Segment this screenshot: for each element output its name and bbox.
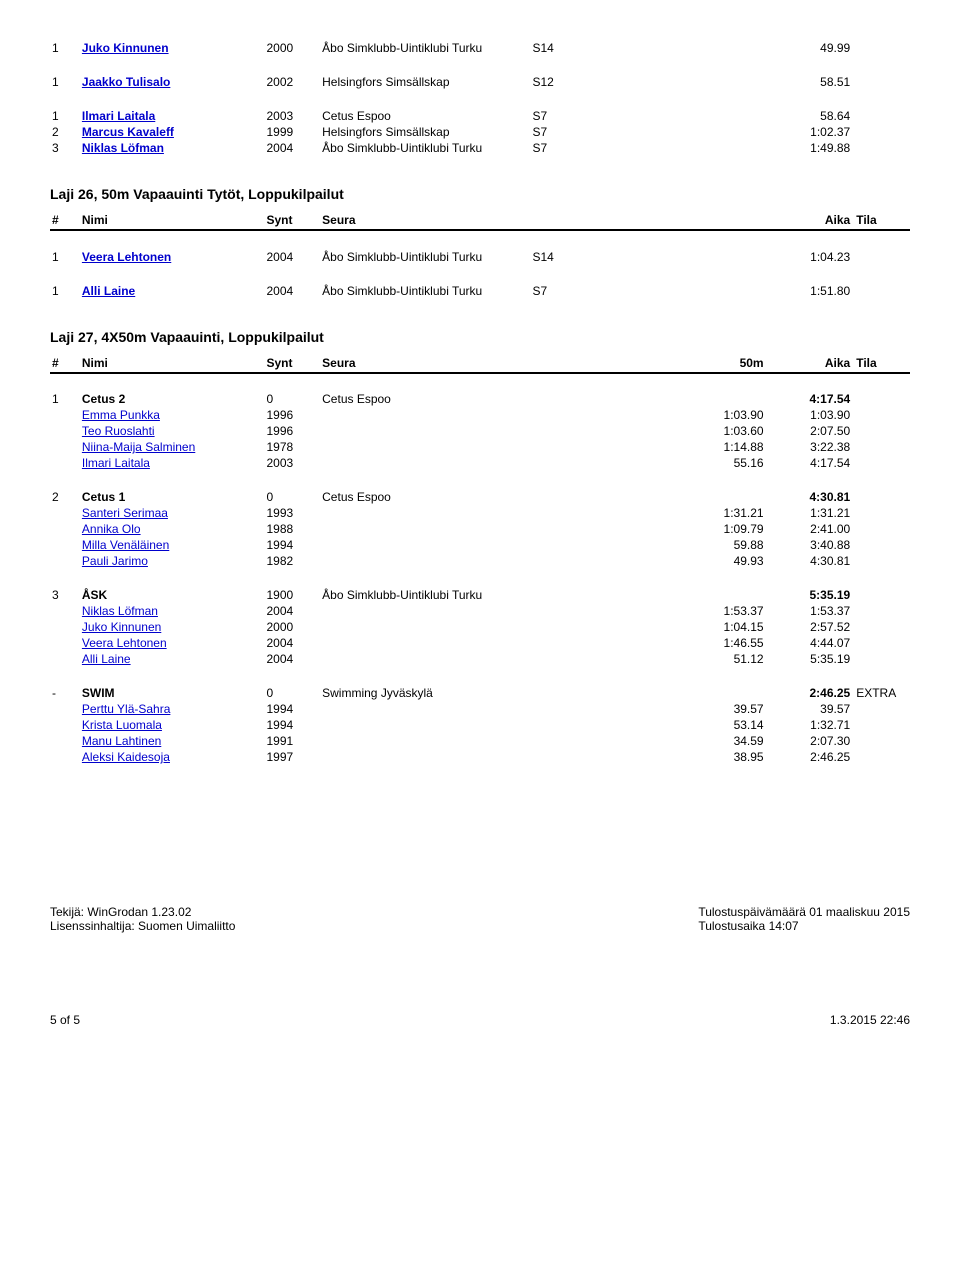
athlete-link[interactable]: Aleksi Kaidesoja: [82, 750, 170, 764]
athlete-link[interactable]: Teo Ruoslahti: [82, 424, 155, 438]
relay-member-row: Emma Punkka19961:03.901:03.90: [50, 407, 910, 423]
athlete-link[interactable]: Niklas Löfman: [82, 141, 164, 155]
page-timestamp: 1.3.2015 22:46: [830, 1013, 910, 1027]
result-row: 1Veera Lehtonen2004Åbo Simklubb-Uintiklu…: [50, 249, 910, 265]
athlete-link[interactable]: Perttu Ylä-Sahra: [82, 702, 171, 716]
page-bottom: 5 of 5 1.3.2015 22:46: [50, 1013, 910, 1027]
relay-team-row: 2Cetus 10Cetus Espoo4:30.81: [50, 489, 910, 505]
table-header: #NimiSyntSeura50mAikaTila: [50, 355, 910, 373]
relay-member-row: Krista Luomala199453.141:32.71: [50, 717, 910, 733]
section3-title: Laji 27, 4X50m Vapaauinti, Loppukilpailu…: [50, 329, 910, 345]
relay-team-row: -SWIM0Swimming Jyväskylä2:46.25EXTRA: [50, 685, 910, 701]
relay-member-row: Juko Kinnunen20001:04.152:57.52: [50, 619, 910, 635]
relay-member-row: Aleksi Kaidesoja199738.952:46.25: [50, 749, 910, 765]
athlete-link[interactable]: Annika Olo: [82, 522, 141, 536]
section2-table: #NimiSyntSeuraAikaTila 1Veera Lehtonen200…: [50, 212, 910, 299]
athlete-link[interactable]: Marcus Kavaleff: [82, 125, 174, 139]
relay-member-row: Alli Laine200451.125:35.19: [50, 651, 910, 667]
relay-team-row: 1Cetus 20Cetus Espoo4:17.54: [50, 391, 910, 407]
athlete-link[interactable]: Veera Lehtonen: [82, 250, 171, 264]
athlete-link[interactable]: Niklas Löfman: [82, 604, 158, 618]
relay-member-row: Annika Olo19881:09.792:41.00: [50, 521, 910, 537]
relay-member-row: Teo Ruoslahti19961:03.602:07.50: [50, 423, 910, 439]
athlete-link[interactable]: Alli Laine: [82, 652, 131, 666]
relay-member-row: Milla Venäläinen199459.883:40.88: [50, 537, 910, 553]
result-row: 3Niklas Löfman2004Åbo Simklubb-Uintiklub…: [50, 140, 910, 156]
footer-right-1: Tulostuspäivämäärä 01 maaliskuu 2015: [698, 905, 910, 919]
result-row: 1Jaakko Tulisalo2002Helsingfors Simsälls…: [50, 74, 910, 90]
table-header: #NimiSyntSeuraAikaTila: [50, 212, 910, 230]
result-row: 2Marcus Kavaleff1999Helsingfors Simsälls…: [50, 124, 910, 140]
footer-left-1: Tekijä: WinGrodan 1.23.02: [50, 905, 235, 919]
result-row: 1Alli Laine2004Åbo Simklubb-Uintiklubi T…: [50, 283, 910, 299]
athlete-link[interactable]: Juko Kinnunen: [82, 620, 161, 634]
athlete-link[interactable]: Manu Lahtinen: [82, 734, 161, 748]
relay-member-row: Perttu Ylä-Sahra199439.5739.57: [50, 701, 910, 717]
athlete-link[interactable]: Alli Laine: [82, 284, 135, 298]
result-row: 1Juko Kinnunen2000Åbo Simklubb-Uintiklub…: [50, 40, 910, 56]
athlete-link[interactable]: Ilmari Laitala: [82, 456, 150, 470]
athlete-link[interactable]: Krista Luomala: [82, 718, 162, 732]
athlete-link[interactable]: Pauli Jarimo: [82, 554, 148, 568]
relay-member-row: Niklas Löfman20041:53.371:53.37: [50, 603, 910, 619]
relay-team-row: 3ÅSK1900Åbo Simklubb-Uintiklubi Turku5:3…: [50, 587, 910, 603]
footer-left-2: Lisenssinhaltija: Suomen Uimaliitto: [50, 919, 235, 933]
athlete-link[interactable]: Milla Venäläinen: [82, 538, 169, 552]
athlete-link[interactable]: Veera Lehtonen: [82, 636, 167, 650]
athlete-link[interactable]: Emma Punkka: [82, 408, 160, 422]
athlete-link[interactable]: Niina-Maija Salminen: [82, 440, 195, 454]
relay-member-row: Santeri Serimaa19931:31.211:31.21: [50, 505, 910, 521]
athlete-link[interactable]: Santeri Serimaa: [82, 506, 168, 520]
relay-member-row: Ilmari Laitala200355.164:17.54: [50, 455, 910, 471]
footer-right-2: Tulostusaika 14:07: [698, 919, 910, 933]
result-row: 1Ilmari Laitala2003Cetus EspooS758.64: [50, 108, 910, 124]
relay-member-row: Pauli Jarimo198249.934:30.81: [50, 553, 910, 569]
footer: Tekijä: WinGrodan 1.23.02 Lisenssinhalti…: [50, 905, 910, 933]
page-counter: 5 of 5: [50, 1013, 80, 1027]
section3-table: #NimiSyntSeura50mAikaTila 1Cetus 20Cetus …: [50, 355, 910, 766]
relay-member-row: Niina-Maija Salminen19781:14.883:22.38: [50, 439, 910, 455]
relay-member-row: Veera Lehtonen20041:46.554:44.07: [50, 635, 910, 651]
relay-member-row: Manu Lahtinen199134.592:07.30: [50, 733, 910, 749]
athlete-link[interactable]: Ilmari Laitala: [82, 109, 155, 123]
section1-table: 1Juko Kinnunen2000Åbo Simklubb-Uintiklub…: [50, 40, 910, 156]
athlete-link[interactable]: Juko Kinnunen: [82, 41, 169, 55]
athlete-link[interactable]: Jaakko Tulisalo: [82, 75, 170, 89]
section2-title: Laji 26, 50m Vapaauinti Tytöt, Loppukilp…: [50, 186, 910, 202]
